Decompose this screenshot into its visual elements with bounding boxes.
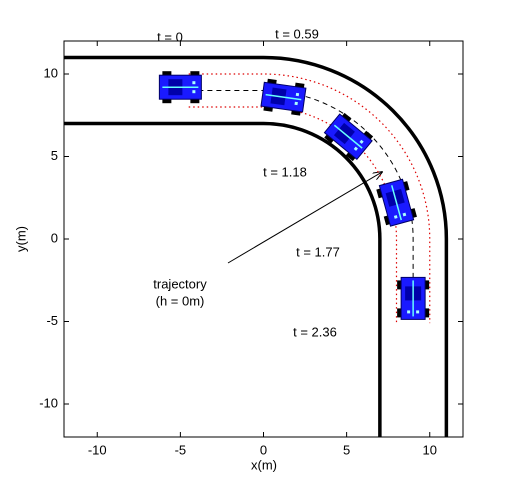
y-axis-label: y(m): [13, 226, 28, 252]
y-tick-label: 5: [51, 148, 58, 163]
vehicle-light: [295, 92, 300, 97]
y-tick-label: -5: [46, 313, 58, 328]
time-label: t = 2.36: [293, 324, 337, 339]
vehicle-light: [192, 81, 196, 85]
vehicle-light: [192, 90, 196, 94]
x-tick-label: 0: [260, 442, 267, 457]
time-label: t = 0: [157, 29, 183, 44]
wheel: [162, 98, 172, 104]
wheel: [341, 112, 352, 123]
vehicle-light: [353, 146, 358, 151]
y-tick-label: -10: [39, 395, 58, 410]
vehicle: [376, 178, 417, 227]
vehicle: [158, 71, 202, 104]
time-label: t = 0.59: [275, 26, 319, 41]
wheel: [162, 71, 172, 77]
vehicle-axis: [391, 185, 402, 221]
vehicle-light: [359, 139, 364, 144]
annotation: (h = 0m): [156, 293, 205, 308]
time-label: t = 1.77: [296, 244, 340, 259]
wheel: [324, 133, 335, 144]
vehicle-light: [402, 212, 407, 217]
vehicle-axis: [333, 124, 363, 149]
vehicle: [260, 78, 307, 116]
road-boundary: [64, 55, 449, 437]
wheel: [190, 98, 200, 104]
annotation-arrow: [227, 172, 382, 264]
road-boundary: [64, 121, 382, 437]
vehicle-light: [416, 310, 420, 314]
y-tick-label: 10: [44, 65, 58, 80]
wheel: [190, 71, 200, 77]
vehicle-light: [294, 101, 298, 106]
y-tick-label: 0: [51, 230, 58, 245]
x-tick-label: -5: [175, 442, 187, 457]
vehicle: [323, 112, 374, 162]
time-label: t = 1.18: [263, 164, 307, 179]
x-tick-label: 5: [343, 442, 350, 457]
x-tick-label: -10: [88, 442, 107, 457]
wheel: [345, 151, 356, 162]
envelope: [188, 73, 431, 324]
x-axis-label: x(m): [251, 457, 277, 472]
vehicle-axis: [265, 93, 302, 101]
vehicle-light: [393, 215, 398, 219]
annotation: trajectory: [153, 276, 207, 291]
x-tick-label: 10: [423, 442, 437, 457]
wheel: [362, 130, 374, 141]
vehicle: [397, 276, 430, 320]
vehicle-light: [407, 310, 411, 314]
